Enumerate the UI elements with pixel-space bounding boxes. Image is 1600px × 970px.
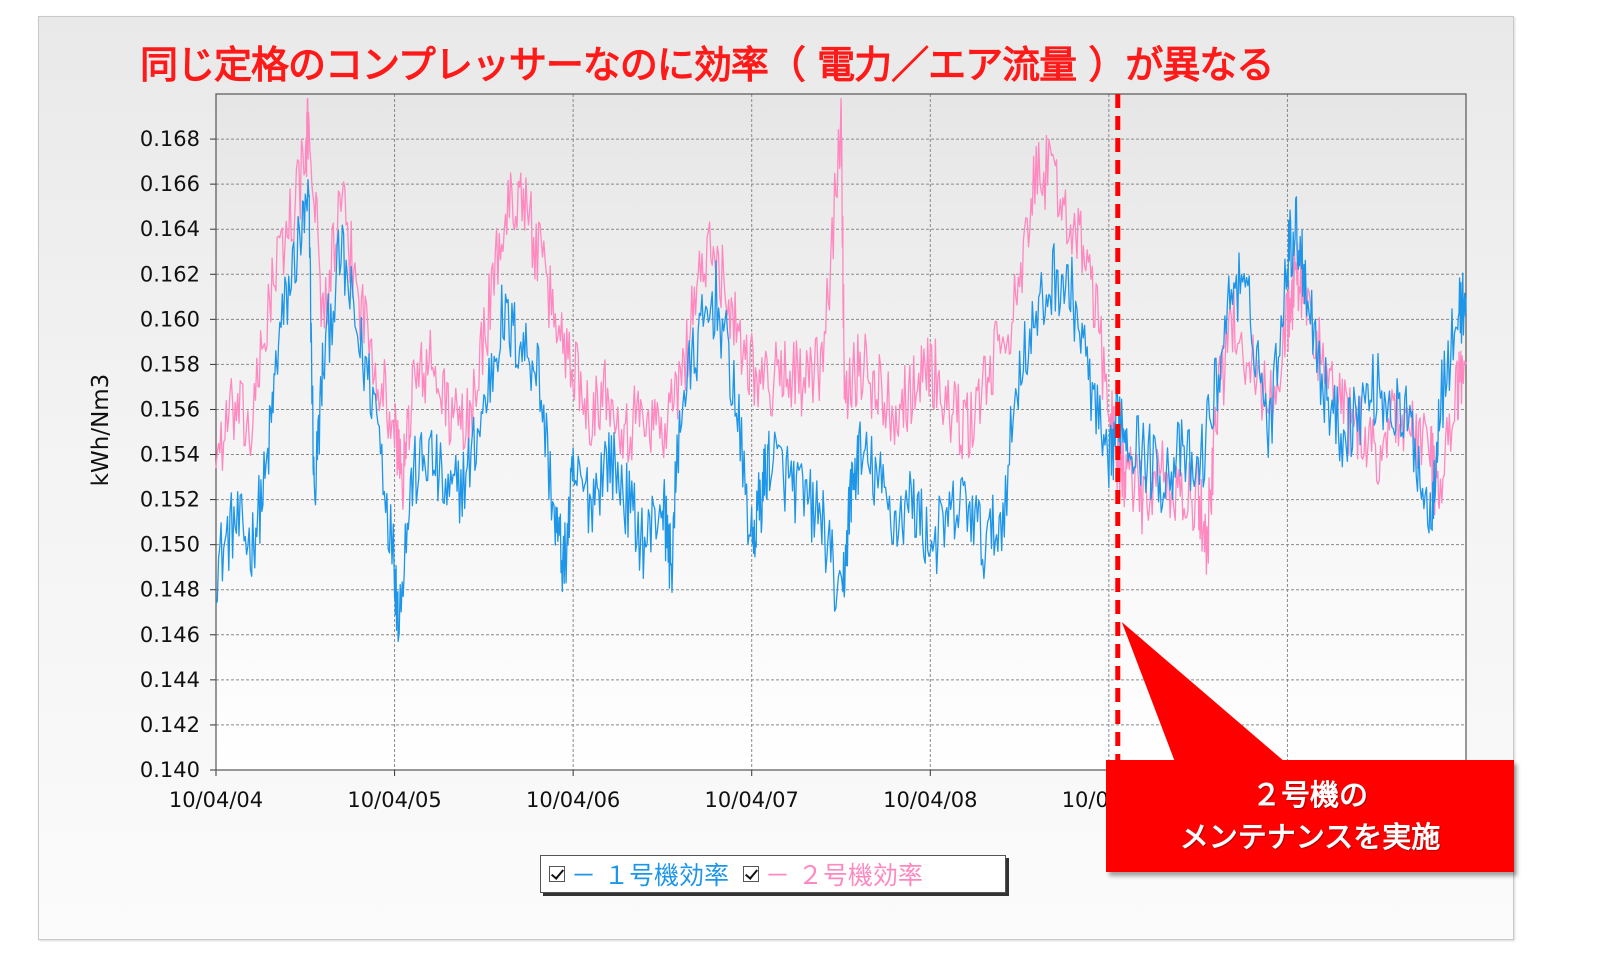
y-axis-label-text: kWh/Nm3 [88,373,114,487]
y-tick-label: 0.150 [140,533,200,557]
legend-item-series2[interactable]: － ２号機効率 [742,856,923,892]
y-tick-label: 0.162 [140,262,200,286]
legend-label-series2: － ２号機効率 [764,861,923,890]
x-tick-label: 10/04/05 [347,788,441,812]
plot-area [216,94,1466,770]
y-tick-label: 0.152 [140,488,200,512]
legend-label-series1: － １号機効率 [571,861,729,890]
y-tick-label: 0.164 [140,217,200,241]
x-tick-label: 10/04/04 [169,788,263,812]
x-tick-label: 10/04/08 [883,788,977,812]
callout-line-2: メンテナンスを実施 [1179,820,1441,854]
y-tick-label: 0.148 [140,578,200,602]
y-tick-label: 0.156 [140,397,200,421]
checkbox-series1[interactable] [549,866,565,882]
x-tick-label: 10/04/07 [705,788,799,812]
y-tick-label: 0.158 [140,352,200,376]
x-tick-label: 10/04/06 [526,788,620,812]
legend: － １号機効率 － ２号機効率 [540,855,1006,893]
plot-border [215,93,1467,771]
checkbox-series2[interactable] [742,866,759,882]
y-tick-label: 0.168 [140,127,200,151]
series-line-1 [215,178,1467,643]
y-tick-label: 0.166 [140,172,200,196]
callout-line-1: ２号機の [1251,778,1368,812]
maintenance-callout: ２号機の メンテナンスを実施 [1106,760,1514,872]
legend-item-series1[interactable]: － １号機効率 [549,856,729,892]
y-tick-label: 0.146 [140,623,200,647]
y-tick-label: 0.160 [140,307,200,331]
y-tick-label: 0.154 [140,443,200,467]
y-tick-label: 0.142 [140,713,200,737]
chart-title: 同じ定格のコンプレッサーなのに効率（ 電力／エア流量 ）が異なる [140,43,1274,87]
callout-pointer [1121,622,1285,762]
y-tick-label: 0.140 [140,758,200,782]
y-tick-label: 0.144 [140,668,200,692]
